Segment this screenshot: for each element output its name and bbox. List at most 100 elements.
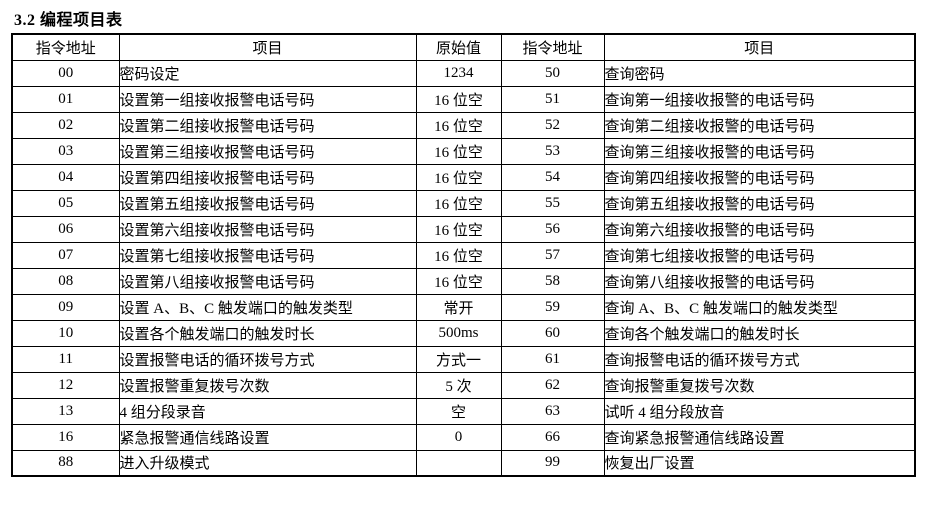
cell-item-left: 设置第一组接收报警电话号码 [118,85,417,113]
cell-instruction-address-left: 13 [11,397,120,425]
cell-initial-value [415,449,502,477]
cell-item-left: 设置报警重复拨号次数 [118,371,417,399]
cell-instruction-address-right: 56 [500,215,605,243]
cell-instruction-address-left: 11 [11,345,120,373]
cell-item-right: 查询第四组接收报警的电话号码 [603,163,916,191]
cell-item-right: 查询紧急报警通信线路设置 [603,423,916,451]
cell-instruction-address-left: 02 [11,111,120,139]
programming-items-table: 指令地址 项目 原始值 指令地址 项目 00 密码设定 1234 50 查询密码… [11,33,916,477]
cell-instruction-address-right: 54 [500,163,605,191]
cell-item-right: 查询第五组接收报警的电话号码 [603,189,916,217]
cell-item-right: 查询第六组接收报警的电话号码 [603,215,916,243]
table-row: 11 设置报警电话的循环拨号方式 方式一 61 查询报警电话的循环拨号方式 [11,345,916,373]
cell-item-left: 进入升级模式 [118,449,417,477]
cell-instruction-address-left: 08 [11,267,120,295]
cell-initial-value: 16 位空 [415,111,502,139]
cell-initial-value: 常开 [415,293,502,321]
cell-initial-value: 1234 [415,59,502,87]
cell-instruction-address-left: 09 [11,293,120,321]
cell-instruction-address-left: 10 [11,319,120,347]
table-row: 06 设置第六组接收报警电话号码 16 位空 56 查询第六组接收报警的电话号码 [11,215,916,243]
cell-instruction-address-right: 57 [500,241,605,269]
header-item-left: 项目 [118,33,417,61]
cell-item-left: 设置各个触发端口的触发时长 [118,319,417,347]
cell-item-right: 查询各个触发端口的触发时长 [603,319,916,347]
cell-instruction-address-right: 59 [500,293,605,321]
table-body: 00 密码设定 1234 50 查询密码 01 设置第一组接收报警电话号码 16… [11,59,916,477]
cell-initial-value: 16 位空 [415,215,502,243]
header-item-right: 项目 [603,33,916,61]
cell-initial-value: 方式一 [415,345,502,373]
table-row: 13 4 组分段录音 空 63 试听 4 组分段放音 [11,397,916,425]
cell-instruction-address-right: 53 [500,137,605,165]
cell-item-left: 设置第四组接收报警电话号码 [118,163,417,191]
cell-item-right: 查询第二组接收报警的电话号码 [603,111,916,139]
cell-item-left: 设置第五组接收报警电话号码 [118,189,417,217]
cell-initial-value: 16 位空 [415,267,502,295]
table-row: 02 设置第二组接收报警电话号码 16 位空 52 查询第二组接收报警的电话号码 [11,111,916,139]
cell-instruction-address-right: 50 [500,59,605,87]
cell-item-left: 设置报警电话的循环拨号方式 [118,345,417,373]
cell-instruction-address-right: 99 [500,449,605,477]
header-instruction-address-right: 指令地址 [500,33,605,61]
cell-instruction-address-right: 63 [500,397,605,425]
cell-initial-value: 16 位空 [415,189,502,217]
cell-item-right: 查询密码 [603,59,916,87]
table-row: 12 设置报警重复拨号次数 5 次 62 查询报警重复拨号次数 [11,371,916,399]
cell-item-right: 查询 A、B、C 触发端口的触发类型 [603,293,916,321]
cell-instruction-address-left: 00 [11,59,120,87]
cell-item-right: 查询报警电话的循环拨号方式 [603,345,916,373]
cell-initial-value: 16 位空 [415,163,502,191]
cell-initial-value: 0 [415,423,502,451]
cell-item-right: 试听 4 组分段放音 [603,397,916,425]
cell-item-right: 查询第一组接收报警的电话号码 [603,85,916,113]
cell-initial-value: 16 位空 [415,85,502,113]
cell-item-left: 设置第六组接收报警电话号码 [118,215,417,243]
cell-instruction-address-left: 88 [11,449,120,477]
cell-instruction-address-right: 55 [500,189,605,217]
section-title: 3.2 编程项目表 [14,12,123,29]
cell-instruction-address-left: 01 [11,85,120,113]
cell-instruction-address-right: 66 [500,423,605,451]
cell-item-left: 设置第七组接收报警电话号码 [118,241,417,269]
cell-instruction-address-right: 61 [500,345,605,373]
cell-initial-value: 16 位空 [415,241,502,269]
cell-item-left: 设置第二组接收报警电话号码 [118,111,417,139]
cell-initial-value: 500ms [415,319,502,347]
cell-instruction-address-right: 52 [500,111,605,139]
cell-item-left: 4 组分段录音 [118,397,417,425]
table-row: 08 设置第八组接收报警电话号码 16 位空 58 查询第八组接收报警的电话号码 [11,267,916,295]
table-row: 03 设置第三组接收报警电话号码 16 位空 53 查询第三组接收报警的电话号码 [11,137,916,165]
header-instruction-address-left: 指令地址 [11,33,120,61]
table-row: 10 设置各个触发端口的触发时长 500ms 60 查询各个触发端口的触发时长 [11,319,916,347]
table-row: 01 设置第一组接收报警电话号码 16 位空 51 查询第一组接收报警的电话号码 [11,85,916,113]
cell-item-left: 设置 A、B、C 触发端口的触发类型 [118,293,417,321]
cell-instruction-address-left: 03 [11,137,120,165]
cell-instruction-address-right: 62 [500,371,605,399]
cell-instruction-address-left: 05 [11,189,120,217]
cell-item-right: 恢复出厂设置 [603,449,916,477]
cell-instruction-address-right: 58 [500,267,605,295]
cell-item-right: 查询第七组接收报警的电话号码 [603,241,916,269]
cell-instruction-address-left: 07 [11,241,120,269]
cell-instruction-address-right: 60 [500,319,605,347]
cell-item-right: 查询第三组接收报警的电话号码 [603,137,916,165]
table-row: 05 设置第五组接收报警电话号码 16 位空 55 查询第五组接收报警的电话号码 [11,189,916,217]
cell-instruction-address-left: 06 [11,215,120,243]
cell-instruction-address-left: 12 [11,371,120,399]
cell-item-left: 设置第三组接收报警电话号码 [118,137,417,165]
cell-initial-value: 5 次 [415,371,502,399]
cell-item-left: 密码设定 [118,59,417,87]
table-row: 88 进入升级模式 99 恢复出厂设置 [11,449,916,477]
cell-instruction-address-left: 04 [11,163,120,191]
table-header-row: 指令地址 项目 原始值 指令地址 项目 [11,33,916,61]
table-row: 07 设置第七组接收报警电话号码 16 位空 57 查询第七组接收报警的电话号码 [11,241,916,269]
cell-item-right: 查询第八组接收报警的电话号码 [603,267,916,295]
cell-initial-value: 16 位空 [415,137,502,165]
cell-item-left: 设置第八组接收报警电话号码 [118,267,417,295]
cell-instruction-address-left: 16 [11,423,120,451]
cell-initial-value: 空 [415,397,502,425]
header-initial-value: 原始值 [415,33,502,61]
table-row: 16 紧急报警通信线路设置 0 66 查询紧急报警通信线路设置 [11,423,916,451]
cell-item-right: 查询报警重复拨号次数 [603,371,916,399]
